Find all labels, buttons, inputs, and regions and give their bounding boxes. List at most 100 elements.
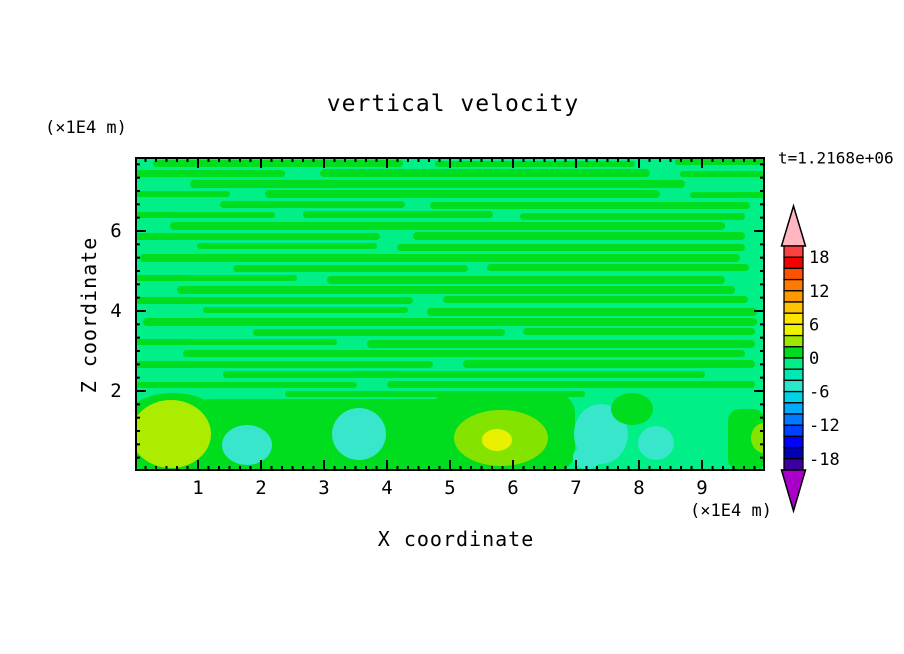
colorbar-segment (783, 267, 804, 281)
contour-streak (140, 254, 740, 262)
x-tick-label: 5 (444, 477, 456, 499)
contour-streak (265, 190, 660, 198)
colorbar-segment (783, 357, 804, 370)
z-tick-label: 2 (110, 380, 122, 402)
colorbar-tick-label: 0 (809, 349, 819, 369)
colorbar-segment (783, 435, 804, 449)
colorbar-segment (783, 290, 804, 303)
contour-streak (680, 171, 765, 177)
colorbar-segment (783, 458, 804, 471)
contour-streak (135, 275, 297, 281)
colorbar-segment (783, 312, 804, 326)
x-tick-label: 8 (633, 477, 645, 499)
colorbar-tick-label: 18 (809, 248, 829, 268)
z-axis-title: Z coordinate (77, 236, 101, 394)
plot-title: vertical velocity (326, 91, 580, 117)
x-tick-label: 9 (696, 477, 708, 499)
contour-streak (135, 233, 380, 240)
z-tick-label: 4 (110, 300, 122, 322)
contour-blob (573, 445, 601, 469)
contour-blob (482, 429, 512, 451)
contour-streak (153, 160, 403, 167)
x-axis-title: X coordinate (377, 527, 535, 551)
contour-streak (135, 339, 337, 345)
contour-plot (135, 157, 765, 471)
colorbar-segment (783, 379, 804, 393)
contour-streak (520, 213, 745, 220)
contour-streak (135, 212, 275, 218)
x-tick-label: 4 (381, 477, 393, 499)
colorbar-tick-label: -6 (809, 383, 829, 403)
x-tick-label: 6 (507, 477, 519, 499)
contour-streak (327, 276, 725, 284)
contour-blob (332, 408, 386, 460)
colorbar-segment (783, 334, 804, 348)
contour-streak (135, 191, 230, 197)
contour-streak (387, 381, 755, 388)
colorbar-under-arrow (780, 469, 807, 514)
contour-streak (135, 170, 285, 177)
colorbar-segment (783, 413, 804, 426)
colorbar-segment (783, 245, 804, 258)
colorbar-segment (783, 278, 804, 292)
colorbar-legend: 18 12 6 0 -6 -12 -18 (780, 203, 840, 514)
contour-blob (611, 393, 653, 425)
contour-streak (135, 382, 357, 388)
contour-streak (177, 286, 735, 294)
colorbar-segment (783, 368, 804, 382)
x-tick-label: 7 (570, 477, 582, 499)
x-tick-label: 3 (318, 477, 330, 499)
contour-streak (203, 307, 408, 313)
contour-streak (427, 308, 757, 316)
contour-streak (690, 192, 765, 198)
contour-streak (397, 244, 745, 251)
contour-streak (170, 222, 725, 230)
contour-streak (135, 361, 433, 368)
contour-streak (320, 169, 650, 177)
contour-streak (303, 211, 493, 218)
colorbar-segment (783, 346, 804, 359)
plot-border (135, 157, 765, 471)
contour-streak (435, 161, 635, 167)
colorbar-segment (783, 446, 804, 460)
contour-streak (443, 296, 748, 303)
colorbar-segment (783, 323, 804, 337)
x-tick-label: 1 (192, 477, 204, 499)
colorbar-tick-label: 6 (809, 315, 819, 335)
contour-streak (430, 202, 750, 209)
colorbar-tick-label: -18 (809, 450, 840, 470)
contour-streak (233, 265, 468, 272)
contour-streak (487, 264, 749, 271)
contour-streak (523, 328, 755, 335)
contour-streak (183, 350, 745, 357)
time-stamp-label: t=1.2168e+06 (778, 148, 894, 168)
colorbar-segment (783, 402, 804, 415)
colorbar-segment (783, 301, 804, 314)
colorbar-segment (783, 424, 804, 438)
contour-streak (223, 371, 705, 378)
contour-streak (463, 360, 755, 368)
colorbar-tick-label: -12 (809, 416, 840, 436)
contour-streak (190, 180, 685, 188)
contour-streak (367, 340, 755, 348)
contour-blob (222, 425, 272, 465)
colorbar-segment (783, 390, 804, 404)
z-tick-label: 6 (110, 220, 122, 242)
contour-streak (197, 243, 377, 249)
x-tick-label: 2 (255, 477, 267, 499)
contour-blob (638, 426, 674, 460)
x-axis-unit-label: (×1E4 m) (690, 501, 772, 521)
contour-streak (135, 297, 413, 304)
contour-streak (413, 232, 745, 240)
colorbar-tick-label: 12 (809, 282, 829, 302)
field-layer (135, 157, 765, 471)
colorbar-segment (783, 256, 804, 270)
contour-patch (728, 409, 765, 471)
z-axis-unit-label: (×1E4 m) (45, 118, 127, 138)
contour-streak (220, 201, 405, 208)
contour-streak (253, 329, 505, 336)
contour-streak (143, 318, 757, 326)
contour-blob (135, 400, 211, 468)
contour-streak (675, 159, 765, 165)
